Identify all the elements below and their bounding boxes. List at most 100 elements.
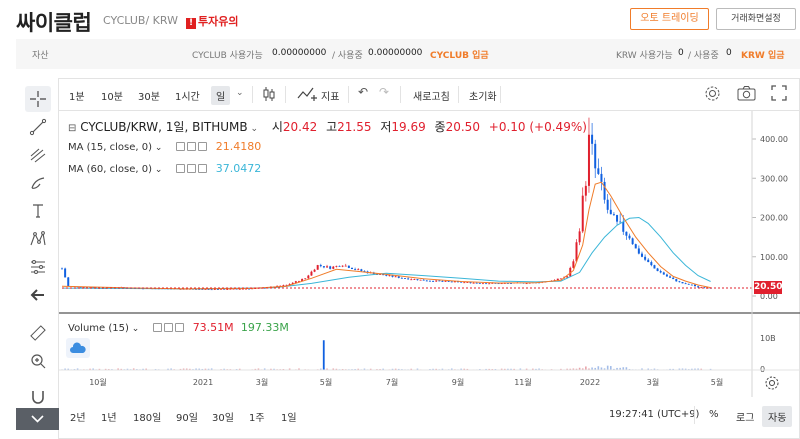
asset-label: 자산 xyxy=(32,51,49,61)
crosshair-icon[interactable] xyxy=(25,86,51,112)
open-label: 시 xyxy=(271,120,283,134)
interval-30m[interactable]: 30분 xyxy=(138,92,160,103)
toolbar-divider xyxy=(458,86,459,103)
pattern-tool-icon[interactable] xyxy=(25,226,51,252)
volume-legend: Volume (15) ⌄ 73.51M 197.33M xyxy=(68,321,289,334)
cloud-icon xyxy=(70,342,86,353)
toolbar-divider xyxy=(400,86,401,103)
drawing-toolbar xyxy=(16,78,59,439)
auto-trading-button[interactable]: 오토 트레이딩 xyxy=(630,8,709,30)
toolbar-divider xyxy=(348,86,349,103)
undo-icon[interactable]: ↶ xyxy=(358,85,369,99)
close-value: 20.50 xyxy=(445,120,480,134)
zoom-in-icon[interactable] xyxy=(25,348,51,374)
gear-icon[interactable] xyxy=(704,85,721,105)
ma15-legend: MA (15, close, 0) ⌄ 21.4180 xyxy=(68,140,262,153)
change-value: +0.10 (+0.49%) xyxy=(488,120,587,134)
asset-bar: 자산 CYCLUB 사용가능 0.00000000 / 사용중 0.000000… xyxy=(16,39,800,69)
volume-value: 73.51M xyxy=(192,321,234,334)
warning-label: 투자유의 xyxy=(198,15,239,28)
krw-deposit-link[interactable]: KRW 입금 xyxy=(741,51,785,61)
clock-time: 19:27:41 (UTC+9) xyxy=(609,409,700,420)
settings-icon[interactable] xyxy=(186,142,196,151)
collapse-toolbar-button[interactable] xyxy=(16,408,59,430)
percent-toggle[interactable]: % xyxy=(709,409,719,420)
auto-scale-toggle[interactable]: 자동 xyxy=(762,406,793,427)
high-value: 21.55 xyxy=(337,120,372,134)
redo-icon[interactable]: ↷ xyxy=(379,85,390,99)
volume-ma-value: 197.33M xyxy=(240,321,289,334)
symbol-label[interactable]: CYCLUB/KRW, 1일, BITHUMB xyxy=(80,120,248,134)
interval-1h[interactable]: 1시간 xyxy=(175,92,200,103)
ohlc-legend: ⊟ CYCLUB/KRW, 1일, BITHUMB ⌄ 시20.42 고21.5… xyxy=(68,120,587,134)
cyclub-deposit-link[interactable]: CYCLUB 입금 xyxy=(430,51,489,61)
warning-badge: ! 투자유의 xyxy=(186,13,238,29)
ruler-icon[interactable] xyxy=(25,320,51,346)
ma60-value: 37.0472 xyxy=(215,162,262,175)
krw-available-value: 0 xyxy=(678,48,684,58)
toolbar-divider xyxy=(500,86,501,103)
close-icon[interactable] xyxy=(197,164,207,173)
chevron-down-icon xyxy=(31,415,44,423)
open-value: 20.42 xyxy=(282,120,318,134)
reset-button[interactable]: 초기화 xyxy=(469,92,497,103)
trend-line-icon[interactable] xyxy=(25,114,51,140)
settings-icon[interactable] xyxy=(163,323,173,332)
krw-in-use-value: 0 xyxy=(726,48,732,58)
krw-available-label: KRW 사용가능 xyxy=(616,51,673,61)
ma15-label[interactable]: MA (15, close, 0) xyxy=(68,142,153,153)
forecast-tool-icon[interactable] xyxy=(25,254,51,280)
low-value: 19.69 xyxy=(391,120,426,134)
volume-collapse-button[interactable] xyxy=(66,338,90,358)
log-toggle[interactable]: 로그 xyxy=(736,413,755,424)
indicators-icon[interactable] xyxy=(297,86,319,105)
chart-toolbar: 1분 10분 30분 1시간 일 ⌄ 지표 ↶ ↷ 새로고침 초기화 xyxy=(59,78,800,111)
refresh-button[interactable]: 새로고침 xyxy=(413,92,450,103)
candle-type-icon[interactable] xyxy=(262,85,276,106)
toolbar-divider xyxy=(252,86,253,103)
ma15-controls[interactable] xyxy=(174,142,207,153)
magnet-icon[interactable] xyxy=(25,384,51,410)
pair-label: CYCLUB/ KRW xyxy=(103,14,178,27)
back-arrow-icon[interactable] xyxy=(25,282,51,308)
axis-settings-icon[interactable] xyxy=(764,375,780,391)
collapse-legend-icon[interactable]: ⊟ xyxy=(68,123,77,134)
cyclub-available-label: CYCLUB 사용가능 xyxy=(192,51,263,61)
indicators-label[interactable]: 지표 xyxy=(321,92,340,103)
close-icon[interactable] xyxy=(174,323,184,332)
range-30d[interactable]: 30일 xyxy=(212,413,234,424)
camera-icon[interactable] xyxy=(737,85,756,104)
fib-tool-icon[interactable] xyxy=(25,142,51,168)
close-icon[interactable] xyxy=(197,142,207,151)
text-tool-icon[interactable] xyxy=(25,198,51,224)
visibility-icon[interactable] xyxy=(175,164,185,173)
volume-controls[interactable] xyxy=(151,323,184,334)
close-label: 종 xyxy=(434,120,446,134)
ma15-value: 21.4180 xyxy=(215,140,262,153)
ma60-label[interactable]: MA (60, close, 0) xyxy=(68,164,153,175)
brush-icon[interactable] xyxy=(25,170,51,196)
range-1y[interactable]: 1년 xyxy=(101,413,117,424)
range-90d[interactable]: 90일 xyxy=(176,413,198,424)
fullscreen-icon[interactable] xyxy=(771,85,787,104)
range-180d[interactable]: 180일 xyxy=(133,413,162,424)
visibility-icon[interactable] xyxy=(175,142,185,151)
warning-icon: ! xyxy=(186,18,196,29)
trade-settings-button[interactable]: 거래화면설정 xyxy=(716,8,796,30)
interval-day[interactable]: 일 xyxy=(211,86,231,105)
interval-10m[interactable]: 10분 xyxy=(101,92,123,103)
range-1w[interactable]: 1주 xyxy=(249,413,265,424)
visibility-icon[interactable] xyxy=(152,323,162,332)
bottom-divider xyxy=(694,406,695,424)
low-label: 저 xyxy=(380,120,392,134)
settings-icon[interactable] xyxy=(186,164,196,173)
interval-dropdown-icon[interactable]: ⌄ xyxy=(236,88,244,98)
volume-label[interactable]: Volume (15) xyxy=(68,323,129,334)
cyclub-in-use-value: 0.00000000 xyxy=(368,48,423,58)
ma60-controls[interactable] xyxy=(174,164,207,175)
range-2y[interactable]: 2년 xyxy=(70,413,86,424)
cyclub-in-use-label: / 사용중 xyxy=(332,51,363,61)
range-1d[interactable]: 1일 xyxy=(281,413,297,424)
range-bar: 2년 1년 180일 90일 30일 1주 1일 19:27:41 (UTC+9… xyxy=(59,397,800,439)
interval-1m[interactable]: 1분 xyxy=(69,92,85,103)
